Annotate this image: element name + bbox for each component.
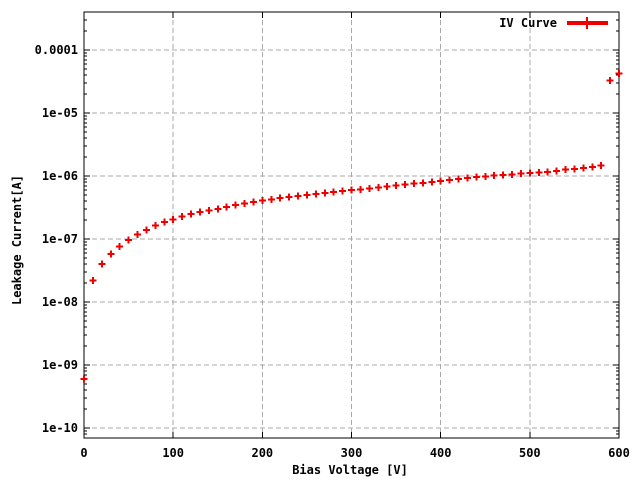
data-point-marker xyxy=(526,169,534,177)
data-point-marker xyxy=(428,178,436,186)
y-tick-label: 1e-10 xyxy=(42,421,78,435)
x-tick-label: 200 xyxy=(251,446,273,460)
y-tick-label: 1e-09 xyxy=(42,358,78,372)
x-tick-label: 500 xyxy=(519,446,541,460)
data-points xyxy=(80,70,623,383)
x-tick-label: 300 xyxy=(341,446,363,460)
data-point-marker xyxy=(356,185,364,193)
axes-and-ticks xyxy=(83,11,620,439)
legend: IV Curve xyxy=(499,16,608,30)
data-point-marker xyxy=(570,165,578,173)
data-point-marker xyxy=(365,184,373,192)
data-point-marker xyxy=(116,243,124,251)
data-point-marker xyxy=(339,187,347,195)
data-point-marker xyxy=(553,167,561,175)
data-point-marker xyxy=(401,181,409,189)
legend-sample-line xyxy=(567,17,608,29)
data-point-marker xyxy=(588,163,596,171)
data-point-marker xyxy=(196,208,204,216)
data-point-marker xyxy=(276,194,284,202)
y-tick-label: 1e-05 xyxy=(42,106,78,120)
data-point-marker xyxy=(446,176,454,184)
x-tick-label: 0 xyxy=(80,446,87,460)
data-point-marker xyxy=(579,164,587,172)
data-point-marker xyxy=(151,222,159,230)
data-point-marker xyxy=(544,168,552,176)
data-point-marker xyxy=(455,175,462,183)
data-point-marker xyxy=(80,375,88,383)
data-point-marker xyxy=(499,171,507,179)
data-point-marker xyxy=(205,206,213,214)
data-point-marker xyxy=(410,180,418,188)
data-point-marker xyxy=(98,260,106,268)
data-point-marker xyxy=(597,161,605,169)
data-point-marker xyxy=(285,193,293,201)
data-point-marker xyxy=(142,226,150,234)
data-point-marker xyxy=(481,172,489,180)
data-point-marker xyxy=(125,236,133,244)
x-tick-label: 400 xyxy=(430,446,452,460)
gridlines xyxy=(84,12,619,438)
data-point-marker xyxy=(535,169,543,177)
y-tick-label: 1e-06 xyxy=(42,169,78,183)
legend-label: IV Curve xyxy=(499,16,557,30)
data-point-marker xyxy=(258,197,266,205)
data-point-marker xyxy=(463,174,471,182)
data-point-marker xyxy=(392,182,400,190)
data-point-marker xyxy=(294,192,302,200)
data-point-marker xyxy=(606,76,614,84)
y-tick-label: 1e-08 xyxy=(42,295,78,309)
data-point-marker xyxy=(517,170,525,178)
data-point-marker xyxy=(267,195,275,203)
data-point-marker xyxy=(312,190,320,198)
data-point-marker xyxy=(89,276,97,284)
data-point-marker xyxy=(214,205,222,213)
data-point-marker xyxy=(374,184,382,192)
data-point-marker xyxy=(383,183,391,191)
data-point-marker xyxy=(232,201,240,209)
data-point-marker xyxy=(348,186,355,194)
data-point-marker xyxy=(241,200,248,208)
data-point-marker xyxy=(160,218,168,226)
data-point-marker xyxy=(472,173,480,181)
data-point-marker xyxy=(303,191,311,199)
data-point-marker xyxy=(107,250,115,258)
data-point-marker xyxy=(249,198,257,206)
data-point-marker xyxy=(330,188,338,196)
data-point-marker xyxy=(134,230,141,238)
x-tick-label: 100 xyxy=(162,446,184,460)
data-point-marker xyxy=(187,210,195,218)
y-axis-title: Leakage Current[A] xyxy=(10,175,24,305)
data-point-marker xyxy=(562,166,569,174)
data-point-marker xyxy=(321,189,329,197)
x-axis-title: Bias Voltage [V] xyxy=(292,463,408,477)
x-tick-label: 600 xyxy=(608,446,630,460)
data-point-marker xyxy=(615,70,623,78)
data-point-marker xyxy=(508,170,516,178)
tick-labels: 0 100 200 300 400 500 600 1e-10 1e-09 1e-08 1e-07 1… xyxy=(35,43,630,460)
data-point-marker xyxy=(490,172,498,180)
y-tick-label: 0.0001 xyxy=(35,43,78,57)
data-point-marker xyxy=(178,212,186,220)
y-tick-label: 1e-07 xyxy=(42,232,78,246)
data-point-marker xyxy=(223,203,231,211)
data-point-marker xyxy=(419,179,427,187)
data-point-marker xyxy=(169,215,177,223)
data-point-marker xyxy=(437,177,445,185)
